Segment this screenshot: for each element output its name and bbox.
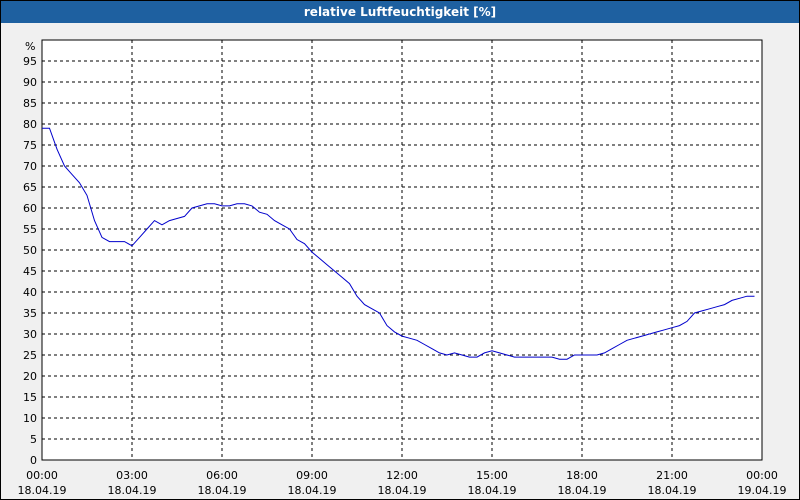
x-tick-time: 18:00 bbox=[566, 469, 598, 482]
x-tick-date: 18.04.19 bbox=[648, 484, 697, 497]
x-tick-time: 15:00 bbox=[476, 469, 508, 482]
x-tick-time: 09:00 bbox=[296, 469, 328, 482]
y-tick-label: 55 bbox=[23, 223, 37, 236]
y-axis-label: % bbox=[25, 40, 35, 53]
x-tick-time: 03:00 bbox=[116, 469, 148, 482]
x-tick-date: 18.04.19 bbox=[288, 484, 337, 497]
y-tick-label: 0 bbox=[30, 454, 37, 467]
y-tick-label: 60 bbox=[23, 202, 37, 215]
x-tick-time: 00:00 bbox=[26, 469, 58, 482]
y-tick-label: 20 bbox=[23, 370, 37, 383]
x-tick-date: 18.04.19 bbox=[18, 484, 67, 497]
y-tick-label: 50 bbox=[23, 244, 37, 257]
y-tick-label: 45 bbox=[23, 265, 37, 278]
y-tick-label: 10 bbox=[23, 412, 37, 425]
y-tick-label: 30 bbox=[23, 328, 37, 341]
humidity-series-line bbox=[42, 127, 755, 360]
x-axis-ticks: 00:00 18.04.19 03:00 18.04.19 06:00 18.04.19 0… bbox=[18, 469, 787, 497]
y-tick-label: 95 bbox=[23, 55, 37, 68]
y-tick-label: 40 bbox=[23, 286, 37, 299]
series-group bbox=[42, 127, 755, 360]
x-tick-time: 12:00 bbox=[386, 469, 418, 482]
x-tick-date: 18.04.19 bbox=[198, 484, 247, 497]
x-tick-date: 18.04.19 bbox=[108, 484, 157, 497]
x-tick-date: 19.04.19 bbox=[738, 484, 787, 497]
y-tick-label: 80 bbox=[23, 118, 37, 131]
y-tick-label: 85 bbox=[23, 97, 37, 110]
x-tick-time: 06:00 bbox=[206, 469, 238, 482]
x-tick-date: 18.04.19 bbox=[468, 484, 517, 497]
title-bar: relative Luftfeuchtigkeit [%] bbox=[1, 1, 799, 23]
chart-title: relative Luftfeuchtigkeit [%] bbox=[303, 5, 497, 19]
grid-lines bbox=[42, 40, 762, 460]
x-tick-time: 21:00 bbox=[656, 469, 688, 482]
y-axis-ticks: 0 5 10 15 20 25 30 35 40 45 50 55 60 65 70 75 80 85 90 95 bbox=[23, 55, 37, 467]
y-tick-label: 5 bbox=[30, 433, 37, 446]
y-tick-label: 65 bbox=[23, 181, 37, 194]
y-tick-label: 70 bbox=[23, 160, 37, 173]
y-tick-label: 75 bbox=[23, 139, 37, 152]
x-tick-date: 18.04.19 bbox=[378, 484, 427, 497]
x-tick-date: 18.04.19 bbox=[558, 484, 607, 497]
x-tick-time: 00:00 bbox=[746, 469, 778, 482]
y-tick-label: 90 bbox=[23, 76, 37, 89]
y-tick-label: 25 bbox=[23, 349, 37, 362]
y-tick-label: 35 bbox=[23, 307, 37, 320]
y-tick-label: 15 bbox=[23, 391, 37, 404]
